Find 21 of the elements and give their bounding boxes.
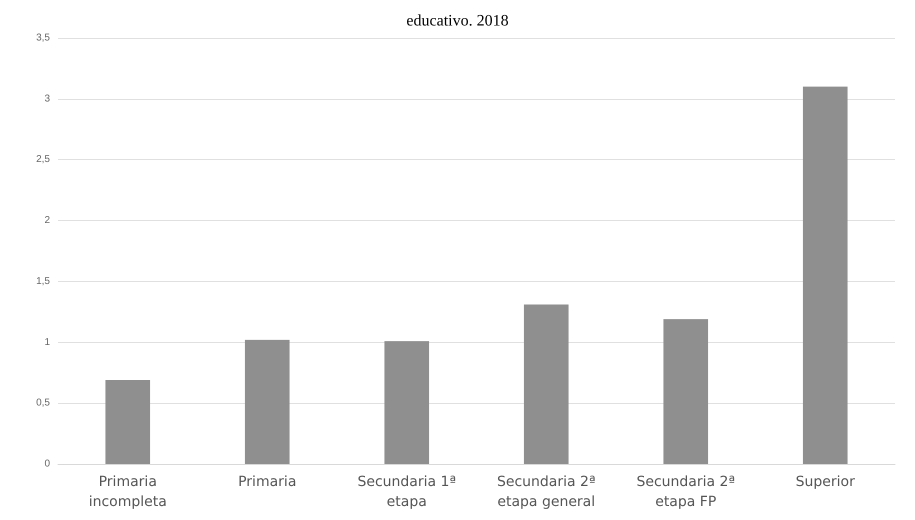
y-tick-label: 1,5 bbox=[36, 276, 50, 287]
bar bbox=[384, 341, 430, 464]
chart-title: educativo. 2018 bbox=[406, 12, 509, 30]
x-tick-label: Secundaria 2ª etapa general bbox=[496, 474, 596, 510]
y-tick-label: 0 bbox=[44, 458, 50, 470]
x-tick-label: Superior bbox=[796, 474, 856, 490]
y-tick-label: 2,5 bbox=[36, 154, 50, 166]
y-tick-label: 2 bbox=[44, 215, 50, 226]
y-tick-label: 3,5 bbox=[36, 32, 50, 44]
y-tick-label: 3 bbox=[44, 93, 50, 104]
x-tick-label: Primaria incompleta bbox=[88, 474, 167, 510]
bar bbox=[663, 319, 708, 464]
y-tick-label: 1 bbox=[44, 336, 50, 348]
bar bbox=[244, 340, 290, 464]
x-tick-label: Primaria bbox=[238, 474, 296, 490]
bar bbox=[802, 86, 848, 464]
x-tick-label: Secundaria 1ª etapa bbox=[357, 474, 456, 510]
bar bbox=[105, 380, 150, 464]
y-tick-label: 0,5 bbox=[36, 398, 50, 409]
x-tick-label: Secundaria 2ª etapa FP bbox=[636, 474, 736, 510]
bar bbox=[524, 304, 569, 464]
